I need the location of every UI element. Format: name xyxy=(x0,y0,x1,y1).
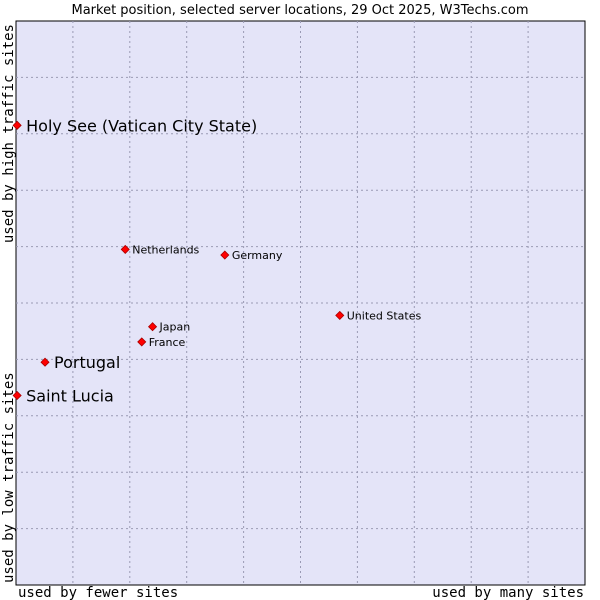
point-marker xyxy=(147,322,158,332)
y-axis-label-high: used by high traffic sites xyxy=(1,24,17,243)
y-axis-label-low: used by low traffic sites xyxy=(1,372,17,583)
point-label: France xyxy=(149,336,186,349)
data-point: United States xyxy=(335,309,422,322)
point-marker xyxy=(12,390,22,401)
data-point: France xyxy=(137,336,186,349)
point-marker xyxy=(137,337,147,347)
point-label: Germany xyxy=(232,249,283,262)
point-label: United States xyxy=(347,309,422,322)
point-label: Holy See (Vatican City State) xyxy=(26,116,257,135)
x-axis-label-low: used by fewer sites xyxy=(18,585,178,600)
data-point: Portugal xyxy=(40,353,120,372)
grid-lines xyxy=(16,21,585,585)
point-marker xyxy=(220,250,230,260)
data-point: Netherlands xyxy=(120,243,200,256)
point-label: Portugal xyxy=(54,353,120,372)
point-marker xyxy=(335,310,345,320)
data-point: Saint Lucia xyxy=(12,386,114,405)
point-marker xyxy=(120,244,130,254)
data-point: Holy See (Vatican City State) xyxy=(12,116,257,135)
point-label: Japan xyxy=(159,321,191,334)
chart-title: Market position, selected server locatio… xyxy=(71,3,528,18)
point-label: Netherlands xyxy=(132,243,199,256)
point-marker xyxy=(12,120,22,130)
x-axis-label-high: used by many sites xyxy=(432,585,584,600)
data-points: Holy See (Vatican City State) Netherlands… xyxy=(12,116,422,405)
point-label: Saint Lucia xyxy=(26,386,114,405)
point-marker xyxy=(40,357,50,367)
data-point: Japan xyxy=(147,321,191,334)
data-point: Germany xyxy=(220,249,283,262)
